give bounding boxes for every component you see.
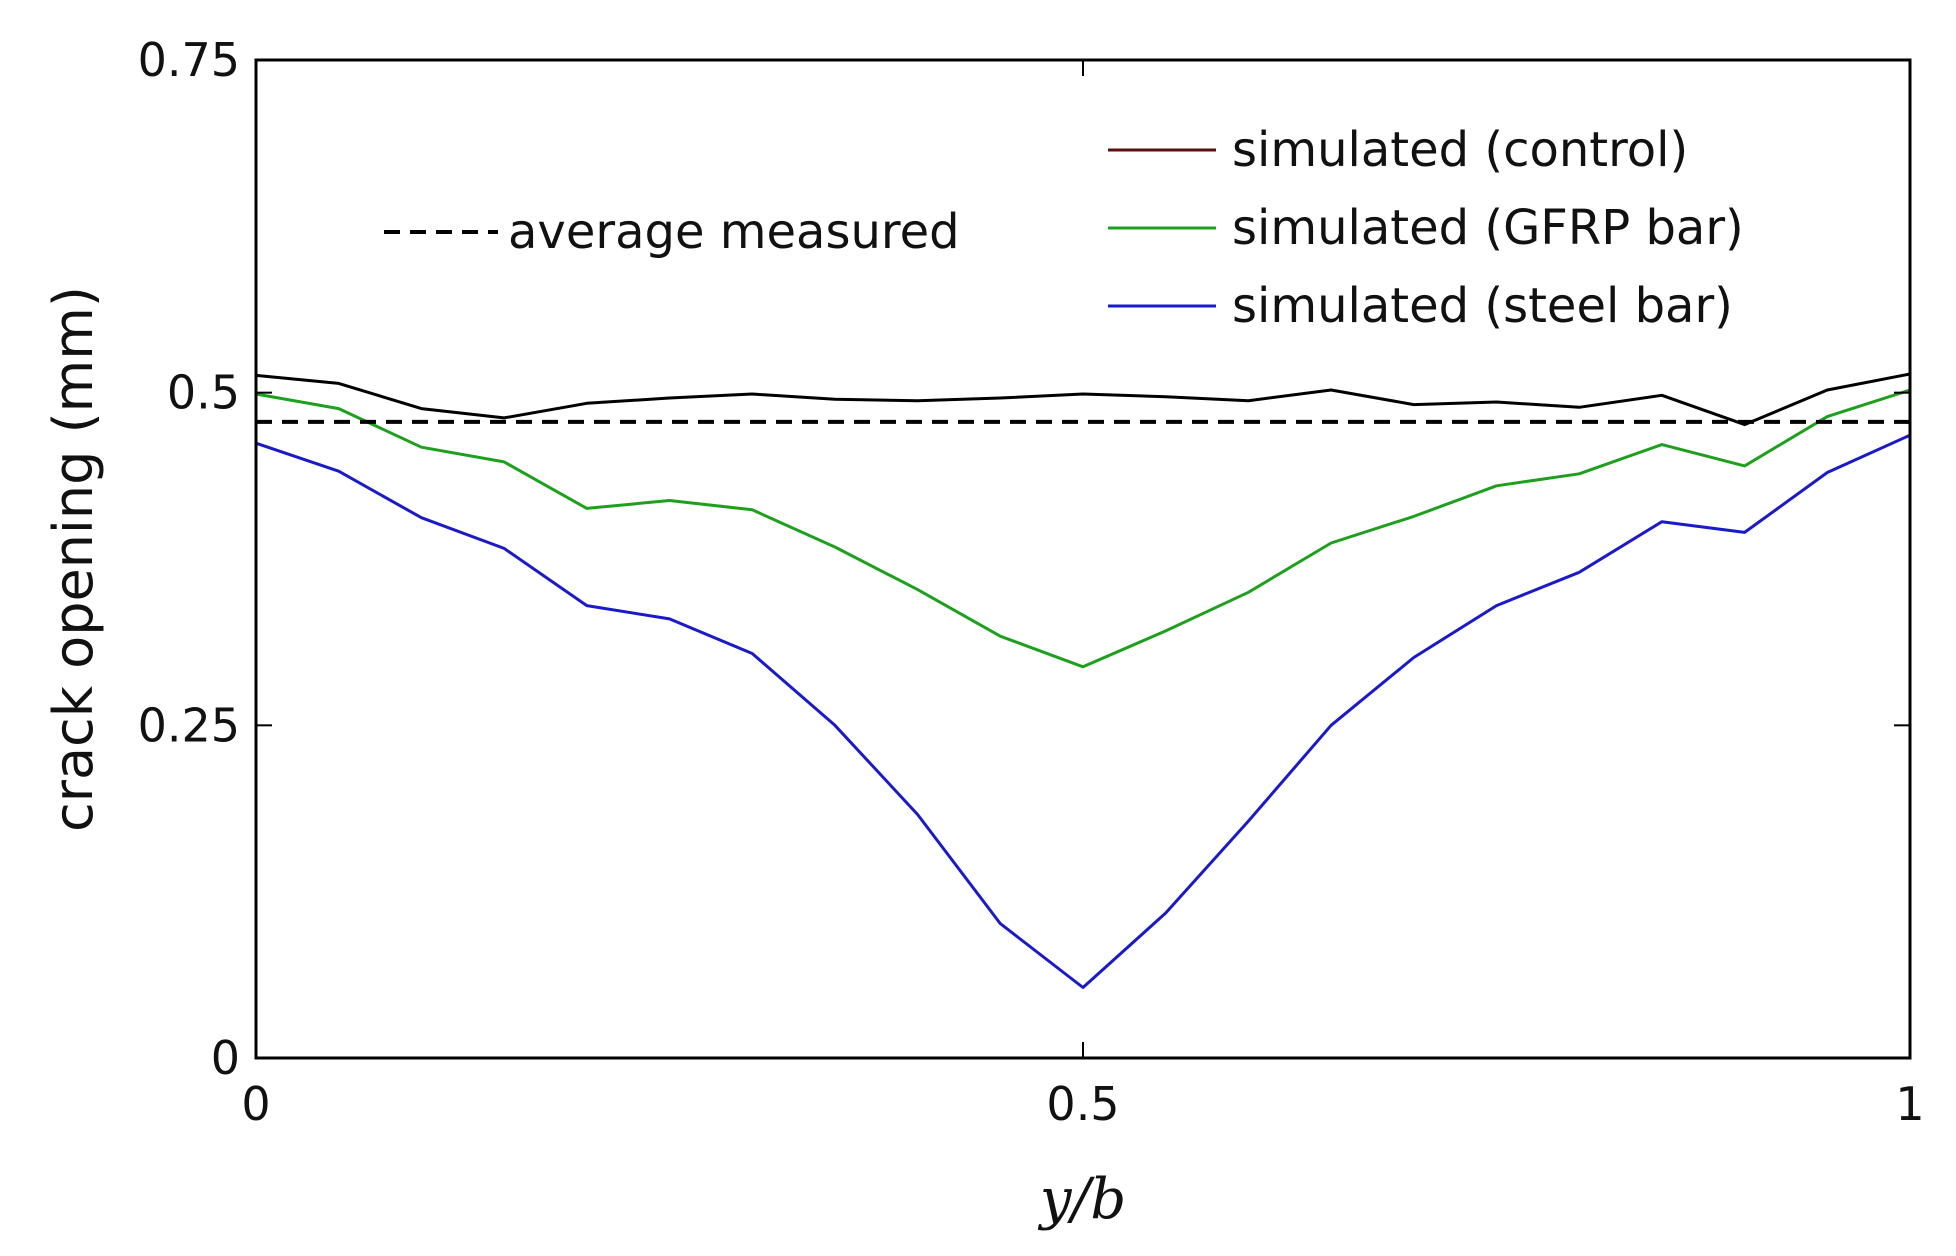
y-tick-label: 0.25 bbox=[138, 698, 240, 752]
y-tick-label: 0 bbox=[211, 1031, 240, 1085]
series-layer bbox=[255, 372, 1911, 989]
legend-label: simulated (GFRP bar) bbox=[1232, 200, 1744, 256]
x-tick-label: 1 bbox=[1895, 1077, 1924, 1131]
y-axis-label: crack opening (mm) bbox=[42, 286, 105, 832]
y-tick-label: 0.5 bbox=[167, 366, 240, 420]
legend-measured: average measured bbox=[384, 204, 960, 260]
legend-label-measured: average measured bbox=[508, 204, 960, 260]
x-axis-label: y/b bbox=[1037, 1167, 1126, 1232]
legend-label: simulated (control) bbox=[1232, 122, 1688, 178]
y-tick-label: 0.75 bbox=[138, 33, 240, 87]
x-tick-label: 0 bbox=[241, 1077, 270, 1131]
tick-layer: 0 0.5 1 0 0.25 0.5 0.75 bbox=[138, 33, 1925, 1131]
legend: simulated (control) simulated (GFRP bar) s… bbox=[1108, 122, 1744, 334]
series-line-0 bbox=[255, 372, 1911, 427]
x-tick-label: 0.5 bbox=[1046, 1077, 1119, 1131]
series-line-2 bbox=[255, 433, 1911, 989]
series-line-1 bbox=[255, 388, 1911, 669]
legend-label: simulated (steel bar) bbox=[1232, 278, 1733, 334]
